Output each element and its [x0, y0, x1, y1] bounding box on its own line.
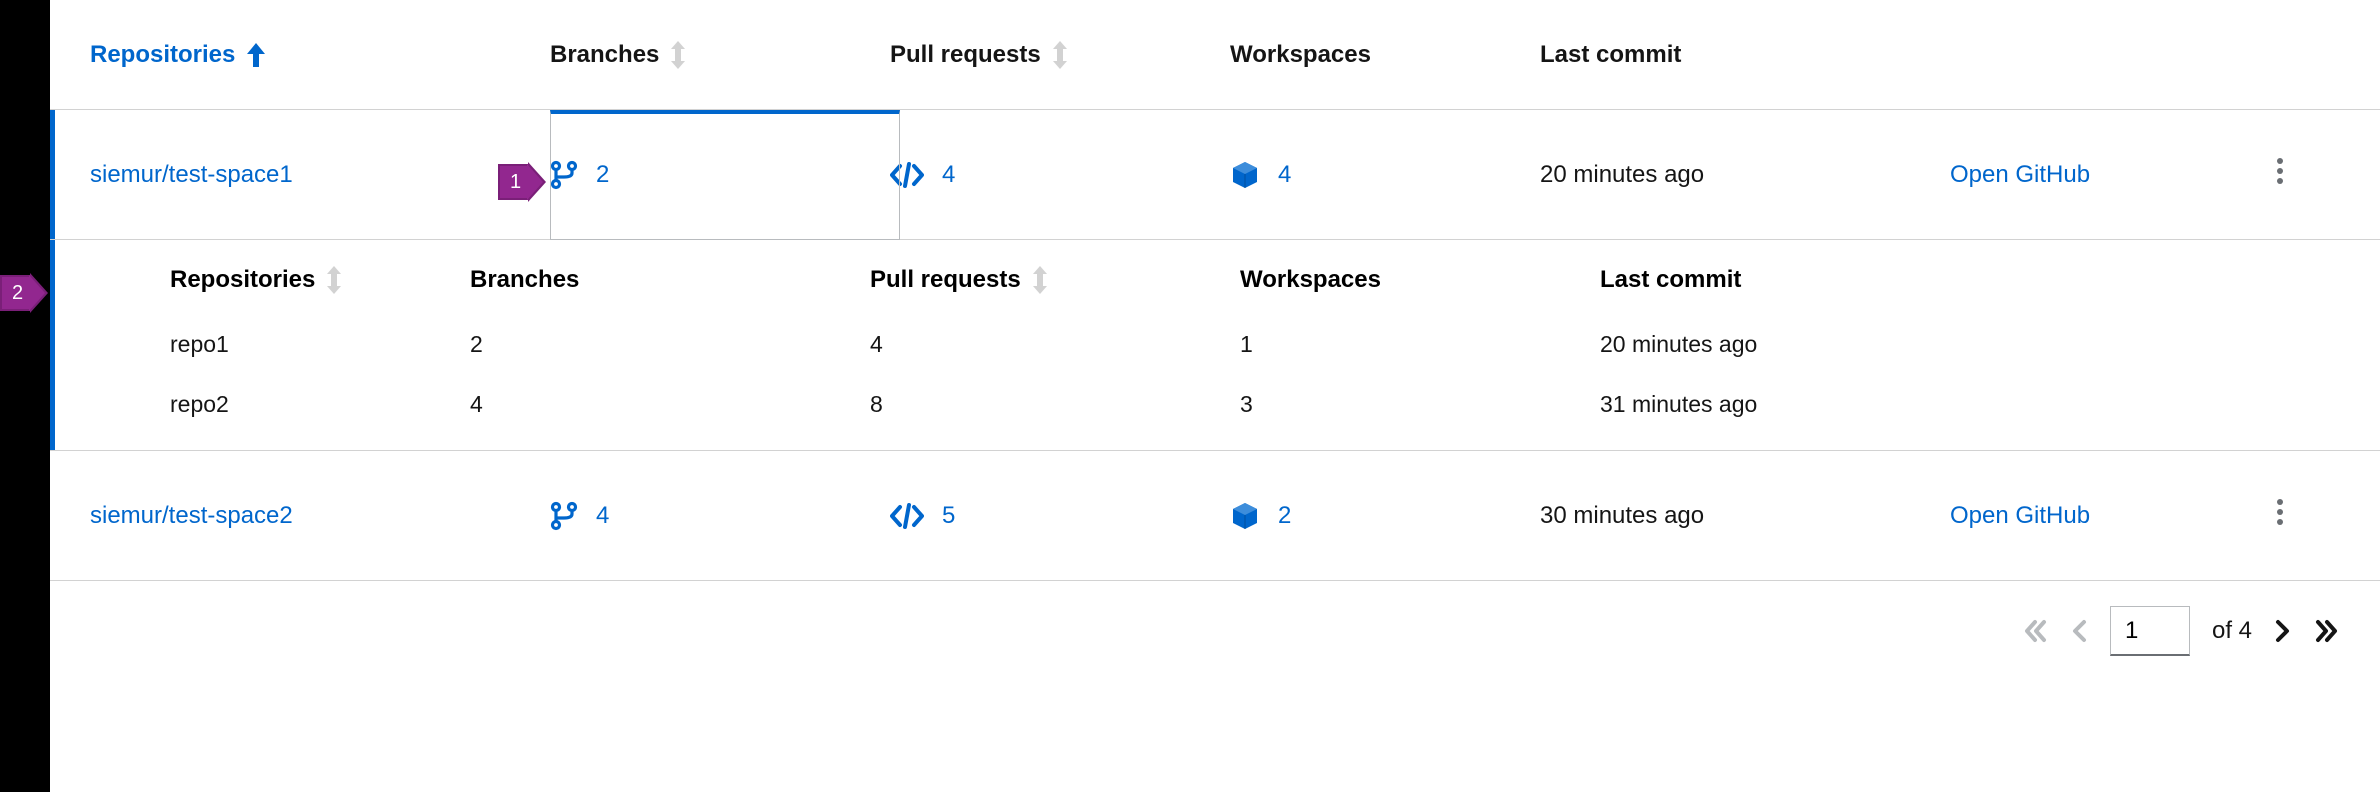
- pull-requests-cell: 4: [890, 161, 955, 189]
- header-pull-requests[interactable]: Pull requests: [890, 41, 1041, 69]
- detail-branches: 2: [470, 331, 483, 358]
- table-row[interactable]: siemur/test-space1 2 4 4: [50, 110, 2380, 240]
- workspaces-value: 2: [1278, 502, 1291, 530]
- table-panel: Repositories Branches Pull requests Work…: [50, 0, 2380, 792]
- detail-header-repositories[interactable]: Repositories: [170, 266, 315, 294]
- sort-icon[interactable]: [669, 41, 687, 69]
- detail-workspaces: 1: [1240, 331, 1253, 358]
- detail-last-commit: 31 minutes ago: [1600, 391, 1757, 418]
- pull-requests-value: 5: [942, 502, 955, 530]
- detail-header-row: Repositories Branches Pull requests Work…: [50, 240, 2380, 310]
- last-page-icon[interactable]: [2314, 618, 2340, 644]
- detail-header-branches[interactable]: Branches: [470, 266, 579, 294]
- sort-icon[interactable]: [1031, 266, 1049, 294]
- repo-link[interactable]: siemur/test-space2: [90, 502, 293, 530]
- workspaces-cell: 2: [1230, 501, 1291, 531]
- detail-pull-requests: 8: [870, 391, 883, 418]
- open-github-link[interactable]: Open GitHub: [1950, 161, 2090, 189]
- expanded-detail-panel: Repositories Branches Pull requests Work…: [50, 240, 2380, 451]
- pull-requests-cell: 5: [890, 502, 955, 530]
- annotation-callout-label: 1: [510, 171, 521, 194]
- workspaces-cell: 4: [1230, 160, 1291, 190]
- table-row[interactable]: siemur/test-space2 4 5 2: [50, 451, 2380, 581]
- workspaces-value: 4: [1278, 161, 1291, 189]
- detail-last-commit: 20 minutes ago: [1600, 331, 1757, 358]
- branches-cell: 2: [550, 160, 609, 190]
- header-last-commit[interactable]: Last commit: [1540, 41, 1681, 69]
- detail-header-pull-requests[interactable]: Pull requests: [870, 266, 1021, 294]
- pagination-footer: of 4: [50, 581, 2380, 681]
- header-branches[interactable]: Branches: [550, 41, 659, 69]
- open-github-link[interactable]: Open GitHub: [1950, 502, 2090, 530]
- cube-icon: [1230, 160, 1260, 190]
- next-page-icon[interactable]: [2274, 618, 2292, 644]
- detail-row: repo1 2 4 1 20 minutes ago: [50, 310, 2380, 370]
- detail-branches: 4: [470, 391, 483, 418]
- prev-page-icon[interactable]: [2070, 618, 2088, 644]
- detail-workspaces: 3: [1240, 391, 1253, 418]
- kebab-icon[interactable]: [2276, 157, 2284, 192]
- annotation-callout-2: 2: [0, 275, 31, 311]
- first-page-icon[interactable]: [2022, 618, 2048, 644]
- detail-header-last-commit[interactable]: Last commit: [1600, 266, 1741, 294]
- header-workspaces[interactable]: Workspaces: [1230, 41, 1371, 69]
- cube-icon: [1230, 501, 1260, 531]
- code-icon: [890, 162, 924, 188]
- page-number-input[interactable]: [2110, 606, 2190, 656]
- branch-icon: [550, 501, 578, 531]
- header-repositories[interactable]: Repositories: [90, 41, 235, 69]
- detail-repo-name: repo1: [170, 331, 229, 358]
- branches-value: 2: [596, 161, 609, 189]
- code-icon: [890, 503, 924, 529]
- table-header-row: Repositories Branches Pull requests Work…: [50, 0, 2380, 110]
- kebab-icon[interactable]: [2276, 498, 2284, 533]
- annotation-callout-label: 2: [12, 282, 23, 305]
- branches-value: 4: [596, 502, 609, 530]
- page-of-label: of 4: [2212, 617, 2252, 645]
- branch-icon: [550, 160, 578, 190]
- branches-cell: 4: [550, 501, 609, 531]
- sort-asc-icon[interactable]: [245, 41, 267, 69]
- sort-icon[interactable]: [1051, 41, 1069, 69]
- last-commit-value: 20 minutes ago: [1540, 161, 1704, 189]
- detail-row: repo2 4 8 3 31 minutes ago: [50, 370, 2380, 430]
- detail-repo-name: repo2: [170, 391, 229, 418]
- detail-pull-requests: 4: [870, 331, 883, 358]
- annotation-callout-1: 1: [498, 164, 529, 200]
- pull-requests-value: 4: [942, 161, 955, 189]
- repo-link[interactable]: siemur/test-space1: [90, 161, 293, 189]
- last-commit-value: 30 minutes ago: [1540, 502, 1704, 530]
- sort-icon[interactable]: [325, 266, 343, 294]
- detail-header-workspaces[interactable]: Workspaces: [1240, 266, 1381, 294]
